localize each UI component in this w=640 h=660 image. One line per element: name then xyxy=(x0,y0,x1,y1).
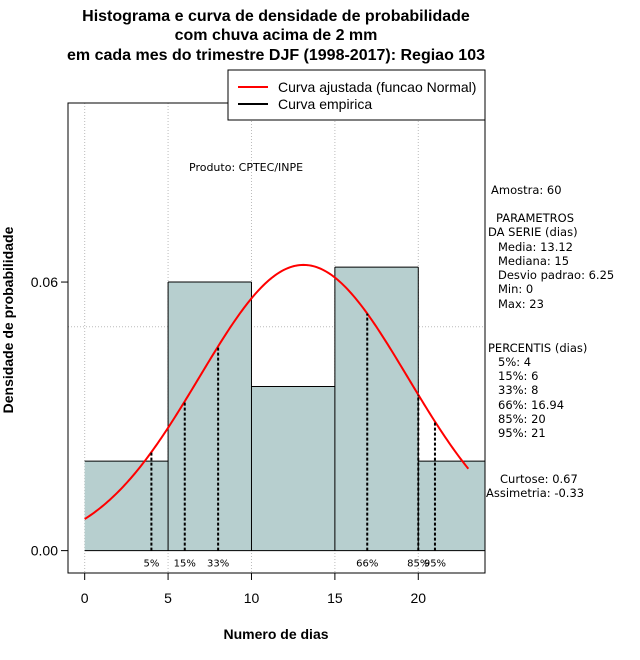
stat-media: Media: 13.12 xyxy=(498,240,573,254)
percentile-label: 95% xyxy=(424,559,446,570)
legend-empirical-label: Curva empirica xyxy=(278,96,372,112)
legend: Curva ajustada (funcao Normal) Curva emp… xyxy=(227,69,486,121)
x-tick-label: 0 xyxy=(81,590,89,606)
percentile-label: 5% xyxy=(143,559,159,570)
stat-p66: 66%: 16.94 xyxy=(498,398,564,412)
chart-title-line-2: com chuva acima de 2 mm xyxy=(175,27,378,44)
sample-size: Amostra: 60 xyxy=(491,183,562,197)
legend-box xyxy=(227,69,486,121)
x-tick-label: 15 xyxy=(327,590,343,606)
stat-desvio: Desvio padrao: 6.25 xyxy=(498,268,614,282)
histogram-bar xyxy=(418,461,485,551)
product-label: Produto: CPTEC/INPE xyxy=(189,161,303,174)
stat-p33: 33%: 8 xyxy=(498,383,538,397)
stat-assimetria: Assimetria: -0.33 xyxy=(486,486,584,500)
x-tick-label: 20 xyxy=(410,590,426,606)
params-title-1: PARAMETROS xyxy=(496,211,574,225)
percentile-label: 66% xyxy=(356,559,378,570)
stat-curtose: Curtose: 0.67 xyxy=(500,472,578,486)
stat-mediana: Mediana: 15 xyxy=(498,254,569,268)
chart-title-line-3: em cada mes do trimestre DJF (1998-2017)… xyxy=(67,47,485,64)
histogram-bar xyxy=(168,282,252,551)
chart-title-line-1: Histograma e curva de densidade de proba… xyxy=(82,8,470,25)
stat-min: Min: 0 xyxy=(498,282,533,296)
y-tick-label: 0.06 xyxy=(31,274,58,290)
stat-p95: 95%: 21 xyxy=(498,426,546,440)
histogram-bar xyxy=(251,386,335,551)
x-tick-label: 10 xyxy=(244,590,260,606)
histogram-bar xyxy=(84,461,169,551)
stat-p5: 5%: 4 xyxy=(498,355,531,369)
percentis-title: PERCENTIS (dias) xyxy=(488,341,587,355)
y-tick-label: 0.00 xyxy=(31,543,58,559)
normal-fit-curve xyxy=(84,263,470,520)
percentile-label: 15% xyxy=(174,559,196,570)
percentile-label: 33% xyxy=(207,559,229,570)
params-title-2: DA SERIE (dias) xyxy=(488,225,578,239)
plot-area: 5% 15% 33% 66% 85%95% 0 5 10 15 20 0.00 0.06 xyxy=(31,102,486,606)
stat-p85: 85%: 20 xyxy=(498,412,546,426)
y-axis-label: Densidade de probabilidade xyxy=(0,226,16,413)
statistics-panel: Amostra: 60 PARAMETROS DA SERIE (dias) M… xyxy=(486,183,614,500)
stat-max: Max: 23 xyxy=(498,297,544,311)
legend-fit-label: Curva ajustada (funcao Normal) xyxy=(278,79,476,95)
x-axis-label: Numero de dias xyxy=(223,626,328,642)
x-tick-label: 5 xyxy=(164,590,172,606)
percentile-label: 85% xyxy=(407,559,429,570)
stat-p15: 15%: 6 xyxy=(498,369,538,383)
histogram-bar xyxy=(334,267,419,551)
